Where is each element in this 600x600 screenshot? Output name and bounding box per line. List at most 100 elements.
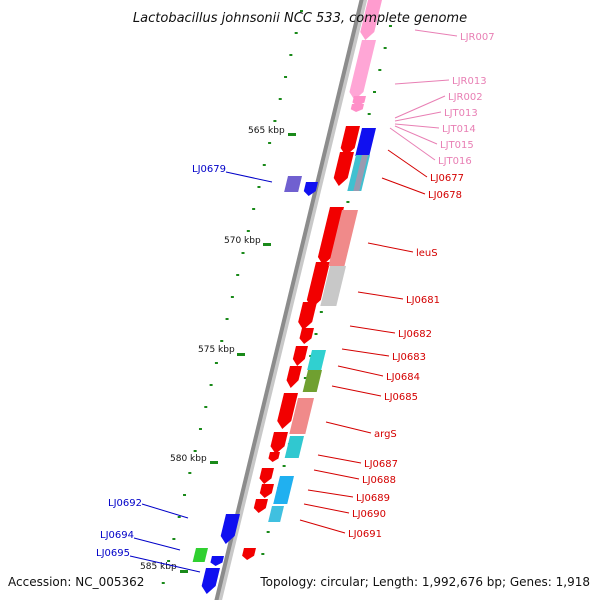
tick-dot — [346, 201, 349, 203]
accession-text: Accession: NC_005362 — [8, 575, 144, 589]
label-leader — [395, 124, 439, 128]
kbp-label: 585 kbp — [140, 562, 177, 572]
gene-label-LJ0677: LJ0677 — [430, 173, 464, 184]
label-leader — [318, 455, 361, 463]
tick-dot — [289, 54, 292, 56]
gene-arrow — [210, 556, 224, 566]
gene-label-LJR007: LJR007 — [460, 32, 495, 43]
tick-dot — [284, 76, 287, 78]
tick-dot — [178, 516, 181, 518]
kbp-label: 575 kbp — [198, 345, 235, 355]
label-leader — [342, 349, 389, 356]
gene-arrow — [271, 432, 288, 454]
gene-arrow — [260, 484, 274, 498]
gene-label-LJT014: LJT014 — [442, 124, 476, 135]
gene-arrow — [299, 328, 314, 344]
tick-dot — [295, 32, 298, 34]
tick-dot — [283, 465, 286, 467]
gene-label-LJ0695: LJ0695 — [96, 548, 130, 559]
tick-dot — [261, 553, 264, 555]
gene-arrow — [242, 548, 256, 560]
gene-label-LJT015: LJT015 — [440, 140, 474, 151]
tick-dot — [267, 531, 270, 533]
tick-dot — [194, 450, 197, 452]
tick-dot — [236, 274, 239, 276]
label-leader — [300, 520, 345, 533]
gene-label-LJ0684: LJ0684 — [386, 372, 420, 383]
tick-dot — [226, 318, 229, 320]
tick-dot — [162, 582, 165, 584]
label-leader — [338, 366, 383, 376]
tick-dot — [199, 428, 202, 430]
tick-dot — [378, 69, 381, 71]
backbone-line — [216, 0, 362, 600]
kbp-label: 580 kbp — [170, 454, 207, 464]
map-title: Lactobacillus johnsonii NCC 533, complet… — [133, 11, 467, 26]
tick-dot — [252, 208, 255, 210]
label-leader — [395, 80, 449, 84]
tick-dot — [188, 472, 191, 474]
genome-map: 565 kbp570 kbp575 kbp580 kbp585 kbpLJR00… — [0, 0, 600, 600]
label-leader — [304, 504, 349, 513]
tick-dot — [315, 333, 318, 335]
label-leader — [350, 326, 395, 333]
gene-box — [284, 176, 302, 192]
tick-dot — [183, 494, 186, 496]
label-leader — [390, 128, 435, 160]
gene-box — [303, 370, 322, 392]
gene-label-LJ0691: LJ0691 — [348, 529, 382, 540]
gene-box — [273, 476, 294, 504]
gene-label-LJR013: LJR013 — [452, 76, 487, 87]
label-leader — [314, 470, 359, 479]
gene-label-LJ0679: LJ0679 — [192, 164, 226, 175]
gene-label-LJ0688: LJ0688 — [362, 475, 396, 486]
gene-label-leuS: leuS — [416, 248, 438, 259]
tick-dot — [257, 186, 260, 188]
tick-dot — [215, 362, 218, 364]
gene-label-LJ0692: LJ0692 — [108, 498, 142, 509]
kbp-tick — [263, 243, 271, 246]
label-leader — [382, 178, 425, 194]
tick-dot — [204, 406, 207, 408]
gene-box — [307, 350, 326, 370]
gene-label-LJR002: LJR002 — [448, 92, 483, 103]
label-leader — [142, 504, 188, 518]
gene-arrow — [293, 346, 308, 366]
label-leader — [358, 292, 403, 299]
gene-label-LJ0694: LJ0694 — [100, 530, 134, 541]
gene-arrow — [287, 366, 302, 388]
gene-arrow — [268, 452, 280, 462]
label-leader — [332, 386, 381, 396]
kbp-tick — [237, 353, 245, 356]
gene-label-LJT013: LJT013 — [444, 108, 478, 119]
gene-box — [268, 506, 284, 522]
label-leader — [368, 243, 413, 252]
tick-dot — [263, 164, 266, 166]
gene-label-LJ0689: LJ0689 — [356, 493, 390, 504]
gene-label-LJ0690: LJ0690 — [352, 509, 386, 520]
tick-dot — [320, 311, 323, 313]
tick-dot — [368, 113, 371, 115]
gene-box — [285, 436, 304, 458]
gene-label-LJ0682: LJ0682 — [398, 329, 432, 340]
tick-dot — [172, 538, 175, 540]
tick-dot — [273, 120, 276, 122]
tick-dot — [268, 142, 271, 144]
label-leader — [395, 96, 445, 118]
tick-dot — [210, 384, 213, 386]
gene-label-argS: argS — [374, 429, 397, 440]
label-leader — [308, 490, 353, 497]
tick-dot — [247, 230, 250, 232]
rna-feature — [351, 104, 364, 112]
kbp-label: 570 kbp — [224, 236, 261, 246]
tick-dot — [220, 340, 223, 342]
topology-text: Topology: circular; Length: 1,992,676 bp… — [259, 575, 590, 589]
label-leader — [388, 150, 427, 177]
gene-arrow — [259, 468, 274, 484]
gene-label-LJ0678: LJ0678 — [428, 190, 462, 201]
kbp-tick — [288, 133, 296, 136]
gene-label-LJ0685: LJ0685 — [384, 392, 418, 403]
gene-label-LJ0683: LJ0683 — [392, 352, 426, 363]
tick-dot — [279, 98, 282, 100]
gene-label-LJT016: LJT016 — [438, 156, 472, 167]
